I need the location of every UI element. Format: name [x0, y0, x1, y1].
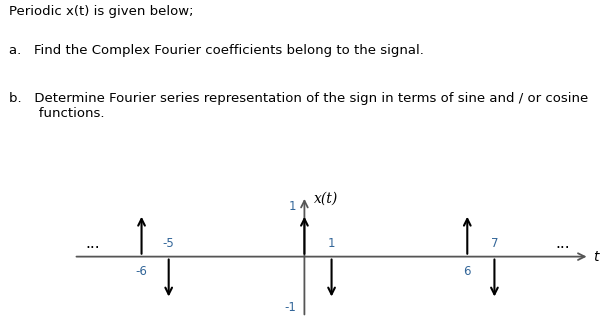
Text: 6: 6: [464, 265, 471, 278]
Text: -6: -6: [136, 265, 147, 278]
Text: 1: 1: [289, 199, 297, 213]
Text: x(t): x(t): [314, 191, 338, 206]
Text: b.   Determine Fourier series representation of the sign in terms of sine and / : b. Determine Fourier series representati…: [9, 92, 588, 120]
Text: 1: 1: [328, 237, 335, 250]
Text: -1: -1: [284, 301, 297, 314]
Text: t: t: [594, 250, 599, 264]
Text: ...: ...: [555, 236, 570, 251]
Text: -5: -5: [163, 237, 174, 250]
Text: 7: 7: [491, 237, 498, 250]
Text: ...: ...: [85, 236, 100, 251]
Text: a.   Find the Complex Fourier coefficients belong to the signal.: a. Find the Complex Fourier coefficients…: [9, 44, 424, 58]
Text: Periodic x(t) is given below;: Periodic x(t) is given below;: [9, 5, 193, 18]
